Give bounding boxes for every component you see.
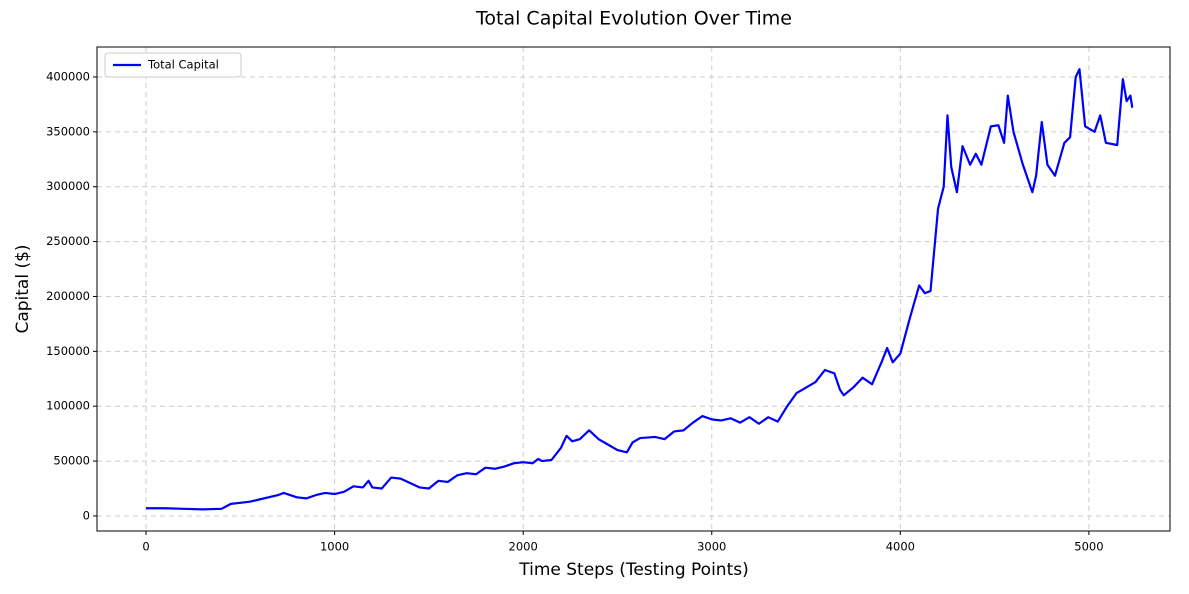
legend: Total Capital (104, 52, 242, 78)
y-tick-label: 300000 (46, 179, 90, 193)
y-tick-label: 150000 (46, 344, 90, 358)
plot-frame (96, 46, 1171, 532)
y-tick-label: 400000 (46, 69, 90, 83)
y-tick-label: 350000 (46, 124, 90, 138)
data-line (146, 68, 1134, 511)
chart-title: Total Capital Evolution Over Time (475, 8, 792, 30)
x-tick-label: 1000 (320, 540, 349, 554)
y-tick-label: 0 (83, 508, 90, 522)
y-tick-label: 100000 (46, 399, 90, 413)
x-tick-label: 2000 (509, 540, 538, 554)
legend-box (104, 52, 242, 78)
x-tick-label: 3000 (697, 540, 726, 554)
x-tick-label: 4000 (886, 540, 915, 554)
x-tick-label: 5000 (1074, 540, 1103, 554)
x-tick-label: 0 (142, 540, 149, 554)
y-axis-label: Capital ($) (13, 244, 33, 333)
y-tick-label: 50000 (53, 454, 90, 468)
y-tick-label: 200000 (46, 289, 90, 303)
y-tick-label: 250000 (46, 234, 90, 248)
legend-label: Total Capital (147, 58, 219, 72)
x-axis-label: Time Steps (Testing Points) (518, 560, 748, 580)
